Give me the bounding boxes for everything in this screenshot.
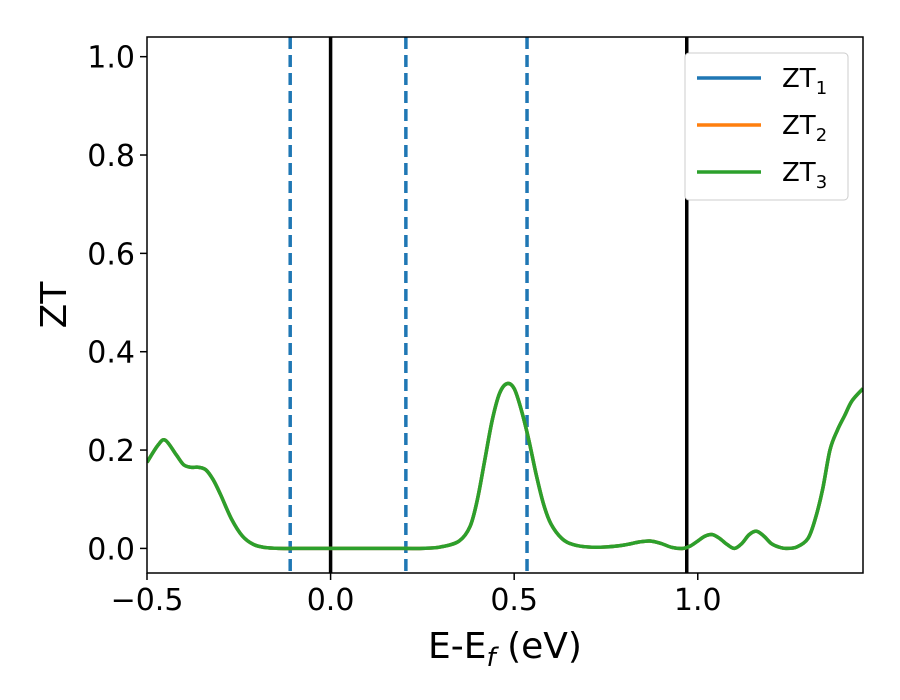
x-tick-label: −0.5 [111,583,184,618]
series-lines [147,381,863,551]
x-tick-label: 0.5 [490,583,538,618]
y-tick-label: 0.6 [87,237,135,272]
x-axis-label-main: E-E [428,626,486,667]
series-line-2 [147,381,863,551]
legend-box [684,52,849,201]
y-axis-label: ZT [34,281,75,329]
x-tick-label: 0.0 [307,583,355,618]
series-line-3 [147,381,863,551]
y-tick-label: 0.8 [87,139,135,174]
plot-frame [146,36,864,574]
y-tick-label: 0.4 [87,336,135,371]
reference-lines [288,37,689,573]
y-tick-label: 0.0 [87,532,135,567]
y-tick-label: 0.2 [87,434,135,469]
x-axis: −0.5 0.0 0.5 1.0 [111,573,722,618]
legend-label-2: ZT2 [782,111,827,146]
x-axis-label: E-Ef (eV) [428,626,582,673]
legend-label-3: ZT3 [782,158,827,193]
x-axis-label-unit: (eV) [496,626,582,667]
series-line-1 [147,381,863,551]
x-tick-label: 1.0 [674,583,722,618]
legend: ZT1 ZT2 ZT3 [684,52,849,201]
y-tick-label: 1.0 [87,41,135,76]
y-axis: 0.0 0.2 0.4 0.6 0.8 1.0 [87,41,147,567]
legend-label-1: ZT1 [782,64,827,99]
